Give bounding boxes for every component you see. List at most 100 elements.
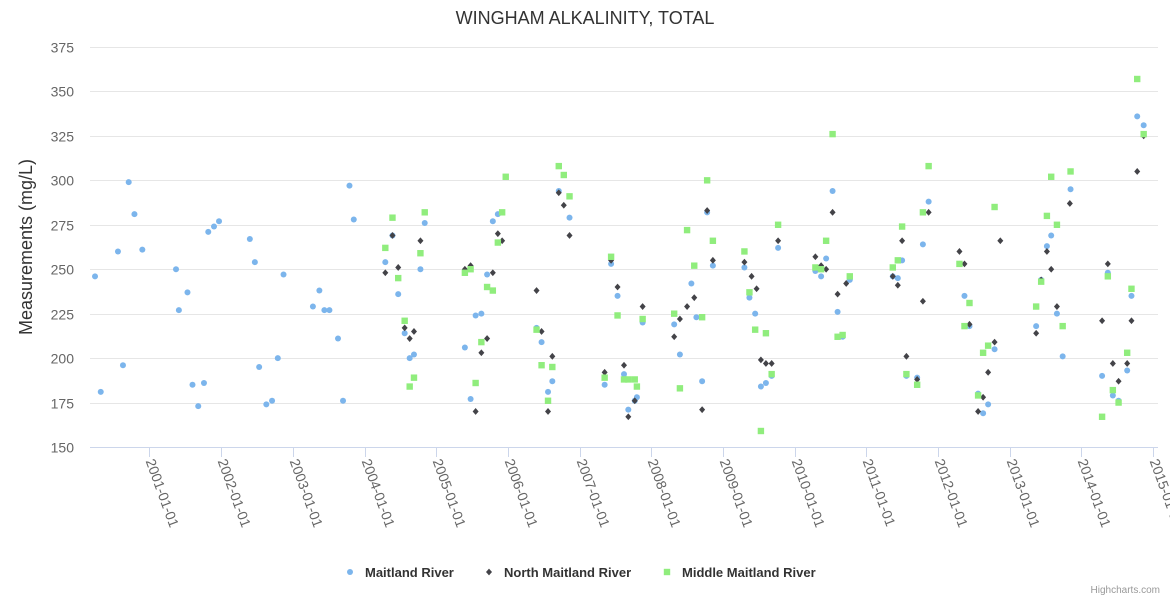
data-point[interactable]: [607, 253, 615, 260]
data-point[interactable]: [1104, 260, 1111, 268]
data-point[interactable]: [326, 307, 333, 314]
data-point[interactable]: [812, 264, 819, 271]
data-point[interactable]: [395, 274, 402, 282]
data-point[interactable]: [1109, 392, 1116, 399]
legend-item-middle-maitland-river[interactable]: Middle Maitland River: [663, 565, 816, 580]
data-point[interactable]: [1099, 317, 1106, 325]
data-point[interactable]: [1067, 168, 1074, 175]
data-point[interactable]: [631, 376, 638, 383]
data-point[interactable]: [410, 374, 418, 381]
data-point[interactable]: [913, 381, 921, 388]
data-point[interactable]: [925, 198, 932, 205]
data-point[interactable]: [757, 383, 764, 390]
data-point[interactable]: [173, 266, 180, 273]
data-point[interactable]: [97, 388, 104, 395]
data-point[interactable]: [200, 380, 207, 386]
data-point[interactable]: [676, 385, 684, 392]
data-point[interactable]: [751, 326, 759, 333]
data-point[interactable]: [991, 203, 998, 211]
data-point[interactable]: [139, 246, 146, 253]
data-point[interactable]: [1140, 130, 1147, 138]
data-point[interactable]: [538, 362, 545, 369]
data-point[interactable]: [621, 361, 627, 369]
data-point[interactable]: [1099, 372, 1106, 379]
data-point[interactable]: [975, 408, 982, 415]
data-point[interactable]: [461, 265, 468, 273]
data-point[interactable]: [709, 262, 716, 269]
data-point[interactable]: [401, 317, 408, 324]
data-point[interactable]: [401, 330, 408, 337]
data-point[interactable]: [195, 403, 202, 410]
data-point[interactable]: [421, 220, 428, 226]
data-point[interactable]: [350, 216, 357, 223]
data-point[interactable]: [919, 297, 926, 305]
data-point[interactable]: [494, 230, 501, 238]
data-point[interactable]: [389, 214, 396, 221]
data-point[interactable]: [382, 244, 389, 252]
data-point[interactable]: [834, 290, 841, 298]
data-point[interactable]: [746, 294, 753, 301]
data-point[interactable]: [421, 209, 428, 216]
data-point[interactable]: [335, 335, 342, 342]
data-point[interactable]: [748, 272, 755, 280]
data-point[interactable]: [483, 283, 491, 291]
data-point[interactable]: [817, 266, 825, 273]
data-point[interactable]: [1053, 303, 1060, 310]
data-point[interactable]: [1043, 212, 1051, 220]
legend-label[interactable]: North Maitland River: [504, 565, 631, 580]
data-point[interactable]: [472, 408, 479, 415]
data-point[interactable]: [410, 328, 417, 335]
data-point[interactable]: [898, 223, 906, 230]
data-point[interactable]: [894, 275, 901, 282]
data-point[interactable]: [698, 314, 706, 321]
data-point[interactable]: [903, 352, 910, 360]
data-point[interactable]: [823, 265, 830, 273]
data-point[interactable]: [956, 260, 963, 268]
credits-link[interactable]: Highcharts.com: [1090, 585, 1160, 596]
data-point[interactable]: [92, 273, 99, 280]
data-point[interactable]: [670, 310, 678, 317]
data-point[interactable]: [467, 396, 474, 402]
data-point[interactable]: [114, 248, 121, 255]
data-point[interactable]: [498, 209, 506, 216]
data-point[interactable]: [560, 171, 567, 179]
data-point[interactable]: [461, 269, 469, 276]
data-point[interactable]: [984, 342, 992, 349]
data-point[interactable]: [538, 339, 545, 346]
data-point[interactable]: [533, 287, 540, 294]
data-point[interactable]: [974, 392, 982, 399]
data-point[interactable]: [1053, 221, 1061, 228]
data-point[interactable]: [620, 376, 628, 383]
data-point[interactable]: [494, 239, 502, 246]
data-point[interactable]: [757, 356, 764, 364]
data-point[interactable]: [489, 218, 496, 225]
data-point[interactable]: [961, 292, 968, 299]
data-point[interactable]: [614, 283, 621, 291]
data-point[interactable]: [768, 360, 775, 367]
data-point[interactable]: [346, 182, 353, 189]
data-point[interactable]: [625, 413, 632, 421]
data-point[interactable]: [979, 349, 987, 356]
data-point[interactable]: [406, 355, 413, 362]
data-point[interactable]: [980, 393, 987, 401]
data-point[interactable]: [741, 258, 748, 266]
data-point[interactable]: [683, 226, 691, 234]
data-point[interactable]: [1140, 122, 1147, 129]
data-point[interactable]: [1059, 322, 1066, 330]
data-point[interactable]: [699, 406, 706, 414]
data-point[interactable]: [184, 289, 191, 296]
data-point[interactable]: [834, 333, 841, 340]
data-point[interactable]: [621, 371, 627, 378]
data-point[interactable]: [1048, 173, 1055, 180]
data-point[interactable]: [671, 333, 678, 341]
data-point[interactable]: [903, 370, 910, 378]
data-point[interactable]: [472, 379, 479, 387]
data-point[interactable]: [608, 260, 615, 267]
data-point[interactable]: [762, 380, 769, 386]
data-point[interactable]: [406, 383, 413, 390]
data-point[interactable]: [985, 401, 992, 408]
data-point[interactable]: [839, 331, 846, 339]
data-point[interactable]: [671, 321, 678, 328]
data-point[interactable]: [762, 330, 770, 337]
data-point[interactable]: [1098, 413, 1106, 420]
